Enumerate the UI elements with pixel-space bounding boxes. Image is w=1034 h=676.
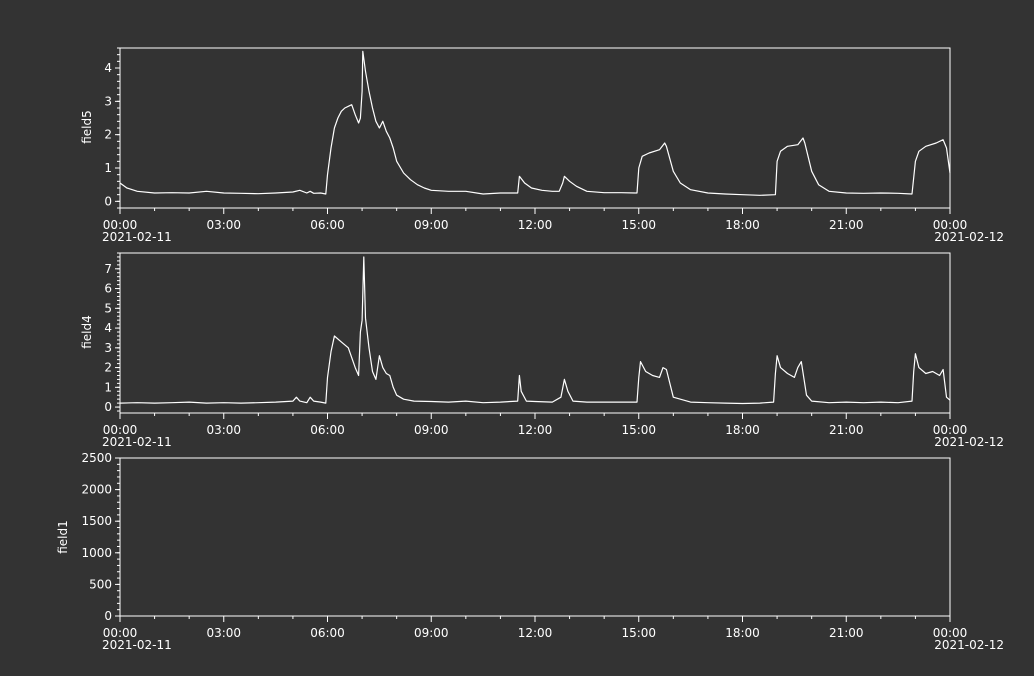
y-tick-label: 1 <box>104 380 112 394</box>
x-tick-label: 00:00 <box>103 218 138 232</box>
plot-frame <box>119 457 951 617</box>
x-tick-label: 00:00 <box>933 423 968 437</box>
x-end-date-label: 2021-02-12 <box>934 638 1004 652</box>
x-tick-label: 06:00 <box>310 218 345 232</box>
plot-frame <box>119 252 951 414</box>
x-tick-label: 06:00 <box>310 626 345 640</box>
y-tick-label: 0 <box>104 609 112 623</box>
y-tick-label: 1500 <box>81 514 112 528</box>
y-axis-label-field4: field4 <box>80 315 94 349</box>
y-tick-label: 1000 <box>81 546 112 560</box>
x-tick-label: 00:00 <box>933 218 968 232</box>
x-tick-label: 00:00 <box>103 423 138 437</box>
x-tick-label: 09:00 <box>414 218 449 232</box>
series-line-field4 <box>119 256 951 405</box>
x-tick-label: 15:00 <box>621 423 656 437</box>
x-tick-label: 21:00 <box>829 626 864 640</box>
y-tick-label: 4 <box>104 321 112 335</box>
x-tick-label: 15:00 <box>621 218 656 232</box>
x-tick-label: 12:00 <box>518 626 553 640</box>
x-start-date-label: 2021-02-11 <box>102 435 172 449</box>
series-line-field5 <box>119 50 951 196</box>
x-tick-label: 12:00 <box>518 423 553 437</box>
plot-frame <box>119 47 951 209</box>
y-axis-label-field1: field1 <box>56 520 70 554</box>
y-tick-label: 2 <box>104 128 112 142</box>
y-tick-label: 6 <box>104 282 112 296</box>
y-tick-label: 500 <box>89 577 112 591</box>
x-tick-label: 03:00 <box>206 423 241 437</box>
x-tick-label: 18:00 <box>725 626 760 640</box>
y-tick-label: 5 <box>104 301 112 315</box>
plot-area-field1: 0 500 1000 1500 2000 2500 00:00 03:00 06:00 09:00… <box>81 451 1004 652</box>
plot-area-field4: 0 1 2 3 4 5 6 7 00:00 03:00 06:00 09:00 12:00 15:00 18… <box>102 252 1004 449</box>
x-tick-label: 09:00 <box>414 423 449 437</box>
panel-field5: 0 1 2 3 4 00:00 03:00 06:00 09:00 12:00 15:00 18:00… <box>80 47 1004 244</box>
x-tick-label: 12:00 <box>518 218 553 232</box>
y-tick-label: 7 <box>104 262 112 276</box>
x-start-date-label: 2021-02-11 <box>102 230 172 244</box>
x-tick-label: 06:00 <box>310 423 345 437</box>
y-tick-label: 1 <box>104 161 112 175</box>
panel-field1: 0 500 1000 1500 2000 2500 00:00 03:00 06:00 09:00… <box>56 451 1004 652</box>
x-end-date-label: 2021-02-12 <box>934 435 1004 449</box>
x-tick-label: 09:00 <box>414 626 449 640</box>
plot-area-field5: 0 1 2 3 4 00:00 03:00 06:00 09:00 12:00 15:00 18:00… <box>102 47 1004 244</box>
x-tick-label: 15:00 <box>621 626 656 640</box>
y-tick-label: 4 <box>104 61 112 75</box>
x-tick-label: 21:00 <box>829 218 864 232</box>
x-start-date-label: 2021-02-11 <box>102 638 172 652</box>
y-tick-label: 0 <box>104 400 112 414</box>
x-end-date-label: 2021-02-12 <box>934 230 1004 244</box>
x-tick-label: 03:00 <box>206 218 241 232</box>
x-tick-label: 00:00 <box>933 626 968 640</box>
y-tick-label: 3 <box>104 341 112 355</box>
y-axis-label-field5: field5 <box>80 110 94 144</box>
x-tick-label: 18:00 <box>725 423 760 437</box>
y-tick-label: 2500 <box>81 451 112 465</box>
x-tick-label: 21:00 <box>829 423 864 437</box>
y-tick-label: 0 <box>104 194 112 208</box>
y-tick-label: 2 <box>104 361 112 375</box>
panel-field4: 0 1 2 3 4 5 6 7 00:00 03:00 06:00 09:00 12:00 15:00 18… <box>80 252 1004 449</box>
x-tick-label: 18:00 <box>725 218 760 232</box>
y-tick-label: 3 <box>104 94 112 108</box>
x-tick-label: 00:00 <box>103 626 138 640</box>
y-tick-label: 2000 <box>81 483 112 497</box>
x-tick-label: 03:00 <box>206 626 241 640</box>
